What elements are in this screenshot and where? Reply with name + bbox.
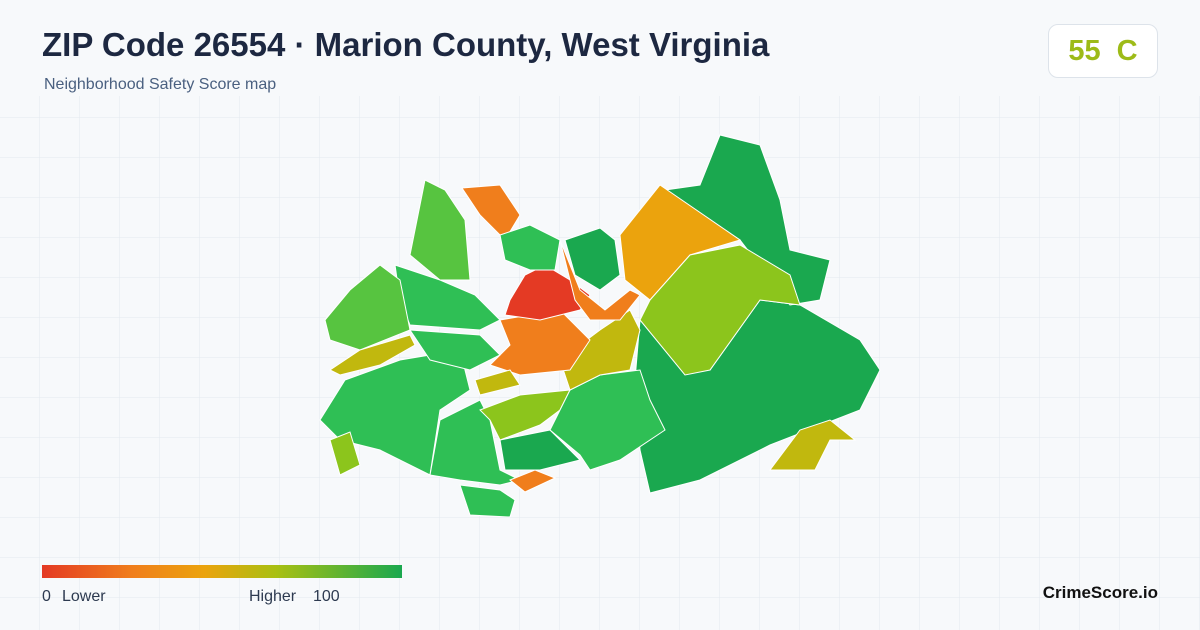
- score-value: 55: [1068, 34, 1101, 67]
- score-badge: 55 C: [1048, 24, 1158, 78]
- legend-gradient: [42, 565, 402, 578]
- legend-max-label: Higher: [249, 588, 297, 605]
- subtitle: Neighborhood Safety Score map: [44, 76, 277, 93]
- score-grade: C: [1116, 34, 1138, 67]
- title: ZIP Code 26554 · Marion County, West Vir…: [42, 26, 770, 63]
- legend-min: 0: [42, 588, 51, 605]
- regions: [319, 134, 881, 518]
- brand: CrimeScore.io: [1042, 583, 1158, 602]
- legend-max: 100: [313, 588, 340, 605]
- legend-min-label: Lower: [62, 588, 106, 605]
